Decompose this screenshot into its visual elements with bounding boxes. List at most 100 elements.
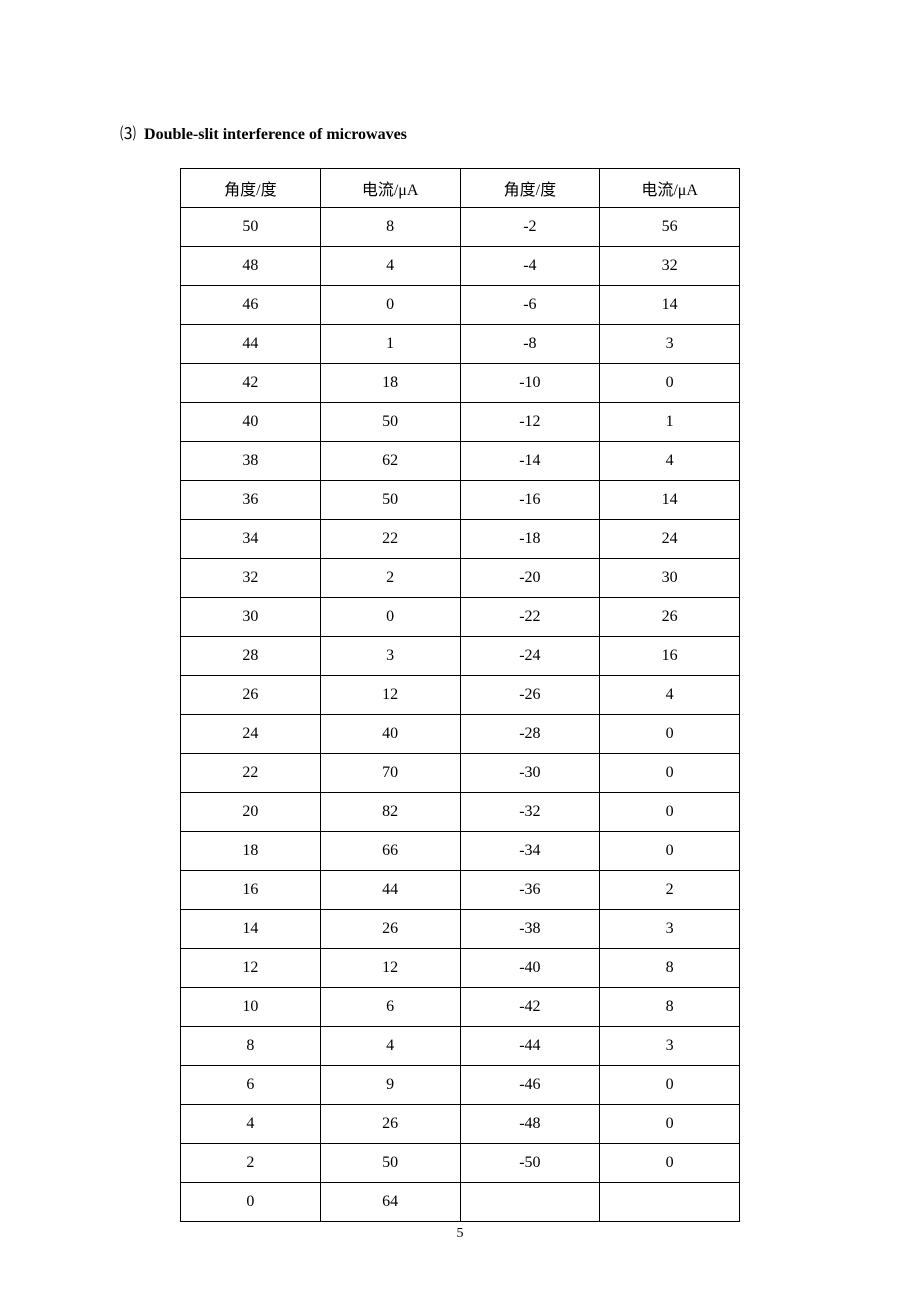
table-cell: 26 (600, 598, 740, 637)
table-cell: -22 (460, 598, 600, 637)
page-number: 5 (0, 1226, 920, 1242)
table-cell: 0 (600, 832, 740, 871)
table-cell: 56 (600, 208, 740, 247)
table-row: 69-460 (181, 1066, 740, 1105)
table-cell: -40 (460, 949, 600, 988)
table-cell: 3 (600, 325, 740, 364)
table-cell: 0 (600, 754, 740, 793)
table-cell: 32 (600, 247, 740, 286)
table-cell: 26 (181, 676, 321, 715)
table-cell: 16 (600, 637, 740, 676)
table-cell: -42 (460, 988, 600, 1027)
table-cell: 0 (600, 364, 740, 403)
table-row: 1426-383 (181, 910, 740, 949)
table-cell: 4 (320, 247, 460, 286)
section-number-label: ⑶ (120, 126, 136, 143)
table-cell: 8 (181, 1027, 321, 1066)
table-cell: 0 (320, 598, 460, 637)
table-cell: 2 (600, 871, 740, 910)
table-cell: 18 (320, 364, 460, 403)
table-cell: 82 (320, 793, 460, 832)
table-cell: -4 (460, 247, 600, 286)
table-cell: -34 (460, 832, 600, 871)
table-cell: 18 (181, 832, 321, 871)
table-row: 426-480 (181, 1105, 740, 1144)
table-cell: -10 (460, 364, 600, 403)
table-cell: 22 (181, 754, 321, 793)
table-cell: 22 (320, 520, 460, 559)
table-cell: 50 (320, 481, 460, 520)
table-row: 4050-121 (181, 403, 740, 442)
table-row: 484-432 (181, 247, 740, 286)
table-row: 064 (181, 1183, 740, 1222)
table-cell: 4 (600, 676, 740, 715)
table-header: 角度/度 电流/μA 角度/度 电流/μA (181, 169, 740, 208)
table-header-cell: 角度/度 (181, 169, 321, 208)
table-cell: 50 (320, 403, 460, 442)
table-row: 2440-280 (181, 715, 740, 754)
table-cell: 0 (600, 1105, 740, 1144)
table-cell: 46 (181, 286, 321, 325)
table-cell: 2 (181, 1144, 321, 1183)
table-cell: 20 (181, 793, 321, 832)
table-row: 322-2030 (181, 559, 740, 598)
table-cell: 14 (181, 910, 321, 949)
table-cell: 4 (600, 442, 740, 481)
table-row: 2270-300 (181, 754, 740, 793)
table-header-cell: 电流/μA (600, 169, 740, 208)
table-header-cell: 电流/μA (320, 169, 460, 208)
table-cell: 0 (600, 715, 740, 754)
table-cell (600, 1183, 740, 1222)
table-row: 1644-362 (181, 871, 740, 910)
table-cell: 0 (600, 793, 740, 832)
table-cell: 38 (181, 442, 321, 481)
table-cell: -20 (460, 559, 600, 598)
table-cell: 6 (181, 1066, 321, 1105)
table-row: 4218-100 (181, 364, 740, 403)
section-title: ⑶ Double-slit interference of microwaves (120, 120, 800, 144)
table-row: 441-83 (181, 325, 740, 364)
table-cell: 1 (600, 403, 740, 442)
table-cell: 62 (320, 442, 460, 481)
table-row: 3862-144 (181, 442, 740, 481)
table-cell: -46 (460, 1066, 600, 1105)
table-cell: 28 (181, 637, 321, 676)
table-cell: 48 (181, 247, 321, 286)
table-cell: 3 (320, 637, 460, 676)
table-cell: 50 (320, 1144, 460, 1183)
table-row: 283-2416 (181, 637, 740, 676)
table-cell: 44 (181, 325, 321, 364)
table-cell: -36 (460, 871, 600, 910)
table-cell: 4 (181, 1105, 321, 1144)
table-cell: 26 (320, 1105, 460, 1144)
table-cell: -14 (460, 442, 600, 481)
table-row: 2082-320 (181, 793, 740, 832)
table-cell: 0 (600, 1066, 740, 1105)
table-cell: 8 (320, 208, 460, 247)
table-cell: 64 (320, 1183, 460, 1222)
table-cell: -26 (460, 676, 600, 715)
table-row: 508-256 (181, 208, 740, 247)
table-cell: 3 (600, 1027, 740, 1066)
table-cell: -50 (460, 1144, 600, 1183)
table-cell (460, 1183, 600, 1222)
table-cell: 70 (320, 754, 460, 793)
data-table: 角度/度 电流/μA 角度/度 电流/μA 508-256484-432460-… (180, 168, 740, 1222)
table-cell: 32 (181, 559, 321, 598)
table-cell: 26 (320, 910, 460, 949)
table-body: 508-256484-432460-614441-834218-1004050-… (181, 208, 740, 1222)
table-row: 300-2226 (181, 598, 740, 637)
table-cell: 24 (181, 715, 321, 754)
table-cell: 0 (181, 1183, 321, 1222)
table-header-row: 角度/度 电流/μA 角度/度 电流/μA (181, 169, 740, 208)
table-row: 2612-264 (181, 676, 740, 715)
table-row: 1866-340 (181, 832, 740, 871)
table-cell: 14 (600, 286, 740, 325)
table-cell: 14 (600, 481, 740, 520)
table-cell: 44 (320, 871, 460, 910)
table-cell: -8 (460, 325, 600, 364)
table-cell: -48 (460, 1105, 600, 1144)
table-cell: 12 (181, 949, 321, 988)
table-cell: -30 (460, 754, 600, 793)
table-cell: 8 (600, 949, 740, 988)
